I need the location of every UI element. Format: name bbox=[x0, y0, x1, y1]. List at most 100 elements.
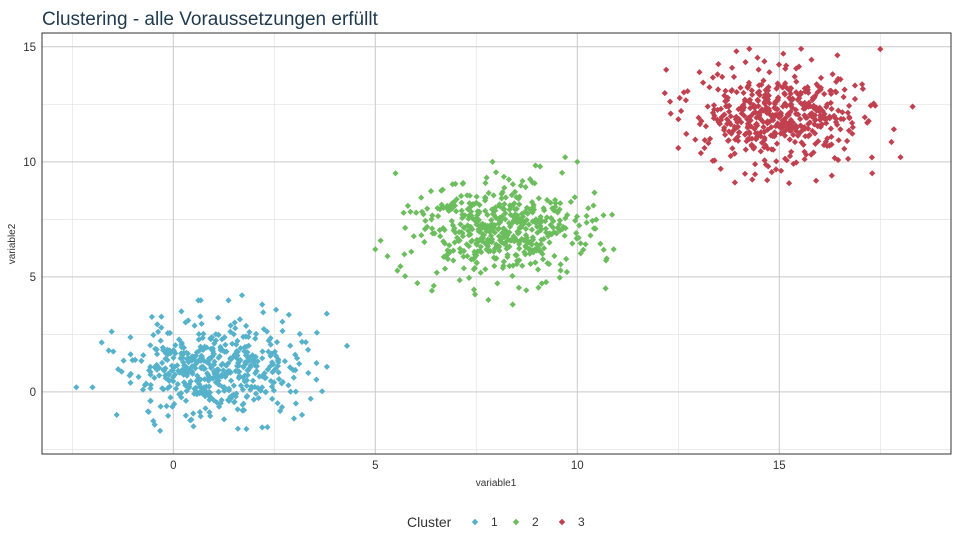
data-point bbox=[783, 84, 790, 91]
data-point bbox=[547, 230, 554, 237]
data-point bbox=[467, 204, 474, 211]
data-point bbox=[235, 359, 242, 366]
data-point bbox=[778, 125, 785, 132]
data-point bbox=[469, 237, 476, 244]
data-point bbox=[800, 105, 807, 112]
data-point bbox=[252, 370, 259, 377]
data-point bbox=[524, 239, 532, 246]
data-point bbox=[509, 301, 516, 308]
data-point bbox=[683, 130, 690, 137]
data-point bbox=[221, 416, 228, 423]
data-point bbox=[400, 209, 407, 216]
data-point bbox=[438, 187, 445, 194]
data-point bbox=[518, 235, 525, 243]
data-point bbox=[448, 217, 455, 225]
data-point bbox=[742, 98, 749, 105]
data-point bbox=[576, 222, 583, 229]
data-point bbox=[793, 159, 800, 166]
data-point bbox=[761, 98, 768, 106]
data-point bbox=[557, 267, 564, 274]
data-point bbox=[244, 349, 251, 356]
data-point bbox=[524, 210, 531, 217]
data-point bbox=[547, 221, 554, 228]
data-point bbox=[501, 200, 508, 208]
data-point bbox=[176, 336, 183, 343]
data-point bbox=[731, 123, 738, 130]
data-point bbox=[206, 393, 213, 400]
data-point bbox=[736, 129, 743, 136]
data-point bbox=[745, 135, 752, 142]
data-point bbox=[165, 371, 173, 378]
data-point bbox=[192, 365, 199, 372]
data-point bbox=[549, 224, 556, 231]
data-point bbox=[444, 251, 451, 258]
data-point bbox=[794, 132, 801, 139]
data-point bbox=[158, 324, 165, 331]
data-point bbox=[206, 383, 213, 390]
data-point bbox=[274, 357, 282, 364]
data-point bbox=[183, 372, 191, 379]
data-point bbox=[864, 119, 871, 126]
data-point bbox=[427, 188, 435, 195]
data-point bbox=[240, 400, 247, 407]
data-point bbox=[285, 311, 292, 318]
data-point bbox=[749, 176, 756, 183]
data-point bbox=[183, 366, 190, 373]
data-point bbox=[250, 359, 257, 366]
data-point bbox=[183, 355, 190, 363]
data-point bbox=[392, 170, 399, 177]
data-point bbox=[816, 108, 823, 115]
data-point bbox=[539, 256, 547, 263]
data-point bbox=[458, 192, 465, 200]
data-point bbox=[178, 308, 185, 315]
legend: Cluster 1 2 3 bbox=[407, 514, 585, 530]
data-point bbox=[774, 97, 781, 104]
data-point bbox=[267, 335, 274, 342]
data-point bbox=[486, 222, 493, 229]
plot-panel bbox=[41, 32, 952, 455]
data-point bbox=[187, 378, 194, 385]
data-point bbox=[721, 124, 728, 131]
data-point bbox=[846, 102, 853, 109]
data-point bbox=[849, 130, 856, 137]
data-point bbox=[835, 107, 842, 114]
data-point bbox=[540, 245, 548, 252]
data-point bbox=[488, 238, 495, 245]
data-point bbox=[185, 359, 192, 366]
data-point bbox=[775, 82, 782, 89]
data-point bbox=[171, 363, 178, 370]
data-point bbox=[522, 225, 529, 232]
data-point bbox=[267, 341, 274, 348]
data-point bbox=[789, 124, 796, 131]
y-axis-title: variable2 bbox=[7, 223, 18, 264]
data-point bbox=[182, 382, 189, 389]
data-point bbox=[546, 239, 553, 246]
data-point bbox=[877, 46, 884, 53]
data-point bbox=[593, 216, 600, 223]
data-point bbox=[828, 133, 835, 140]
data-point bbox=[492, 204, 499, 211]
data-point bbox=[147, 371, 154, 378]
data-point bbox=[770, 117, 777, 124]
data-point bbox=[465, 232, 472, 239]
data-point bbox=[719, 73, 726, 80]
data-point bbox=[170, 347, 177, 354]
data-point bbox=[813, 177, 820, 184]
series-cluster-3 bbox=[661, 45, 916, 187]
data-point bbox=[757, 133, 764, 140]
data-point bbox=[811, 115, 818, 122]
data-point bbox=[160, 366, 167, 373]
data-point bbox=[563, 268, 570, 276]
data-point bbox=[786, 180, 793, 187]
data-point bbox=[464, 206, 471, 213]
data-point bbox=[151, 374, 158, 381]
data-point bbox=[257, 387, 264, 394]
data-point bbox=[909, 103, 916, 110]
data-point bbox=[509, 181, 516, 188]
data-point bbox=[227, 322, 234, 329]
data-point bbox=[504, 232, 511, 239]
data-point bbox=[247, 364, 254, 371]
data-point bbox=[473, 240, 480, 247]
data-point bbox=[537, 213, 544, 220]
